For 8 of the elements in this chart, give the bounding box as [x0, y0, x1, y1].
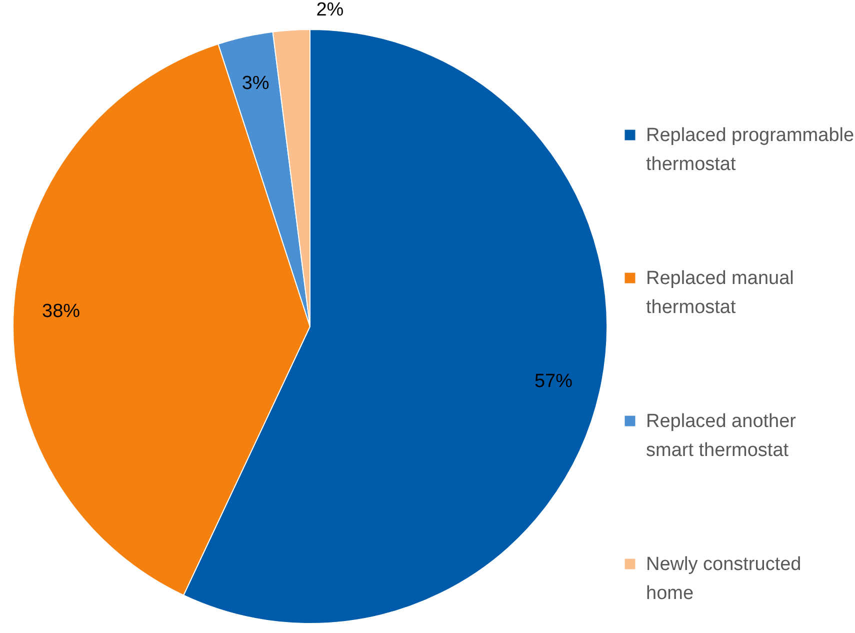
legend-label: Replaced manual thermostat [646, 268, 794, 318]
legend-label: Replaced programmable thermostat [646, 125, 854, 175]
data-label: 2% [316, 0, 344, 20]
legend-label: Replaced another smart thermostat [646, 411, 797, 461]
legend-label: Newly constructed home [646, 554, 802, 604]
data-label: 3% [242, 73, 270, 94]
data-label: 38% [42, 300, 80, 322]
data-label: 57% [534, 370, 573, 392]
